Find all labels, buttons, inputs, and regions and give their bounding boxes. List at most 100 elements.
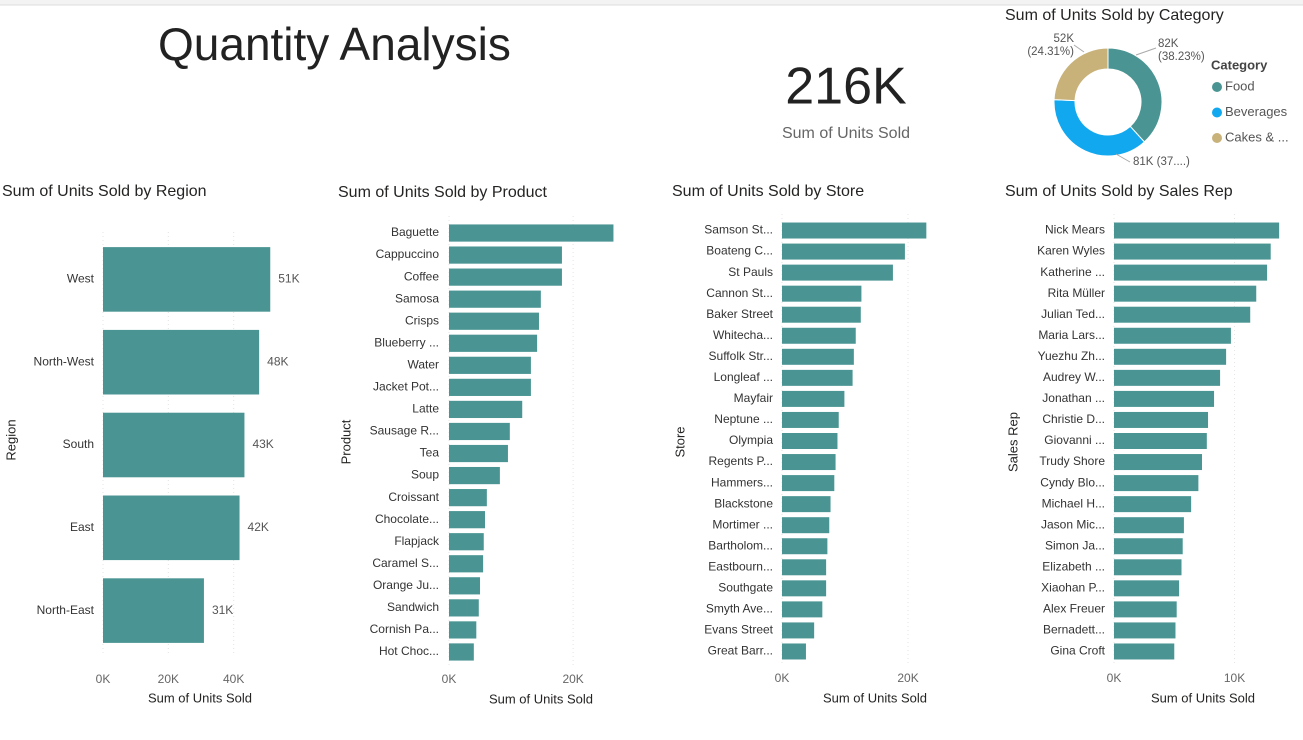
donut-slice — [1053, 99, 1146, 157]
bar — [1114, 601, 1177, 618]
leader-line — [1115, 153, 1131, 163]
page-title: Quantity Analysis — [158, 18, 511, 70]
bar — [449, 312, 539, 330]
x-tick-label: 20K — [897, 671, 918, 685]
bar — [449, 555, 484, 573]
y-tick-label: Longleaf ... — [714, 370, 773, 384]
bar — [1114, 306, 1251, 323]
y-tick-label: Soup — [411, 468, 439, 482]
bar — [782, 643, 806, 660]
y-tick-label: Sausage R... — [370, 424, 439, 438]
y-tick-label: Yuezhu Zh... — [1038, 349, 1105, 363]
y-tick-label: Evans Street — [704, 623, 773, 637]
y-tick-label: Croissant — [388, 490, 439, 504]
y-tick-label: North-West — [34, 354, 95, 368]
y-tick-label: Xiaohan P... — [1041, 581, 1105, 595]
chart-title: Sum of Units Sold by Category — [1005, 7, 1224, 24]
y-tick-label: Regents P... — [709, 454, 774, 468]
y-tick-label: Michael H... — [1042, 496, 1105, 510]
bar — [449, 444, 508, 463]
legend-label: Beverages — [1225, 104, 1288, 119]
bar — [1114, 285, 1257, 302]
bar — [449, 489, 487, 507]
chart-title: Sum of Units Sold by Region — [2, 183, 207, 200]
bar — [782, 580, 827, 597]
bar — [782, 433, 838, 449]
y-tick-label: Neptune ... — [714, 412, 773, 426]
y-tick-label: Cornish Pa... — [370, 622, 439, 636]
bar — [782, 306, 861, 323]
y-tick-label: Giovanni ... — [1044, 433, 1105, 447]
x-tick-label: 10K — [1224, 671, 1245, 685]
legend-title: Category — [1211, 57, 1268, 72]
y-tick-label: Samson St... — [704, 223, 773, 237]
bar — [782, 454, 836, 471]
y-tick-label: Samosa — [395, 291, 439, 305]
y-tick-label: Hammers... — [711, 475, 773, 489]
y-tick-label: Bartholom... — [708, 538, 773, 552]
chart-title: Sum of Units Sold by Sales Rep — [1005, 183, 1233, 200]
y-tick-label: Hot Choc... — [379, 644, 439, 658]
bar — [782, 222, 927, 239]
data-label: 82K (38.23%) — [1158, 38, 1205, 63]
data-label: 51K — [278, 272, 299, 286]
bar — [1114, 327, 1231, 344]
data-label: 52K (24.31%) — [1027, 33, 1074, 58]
bar — [782, 517, 830, 534]
x-tick-label: 0K — [1107, 671, 1122, 685]
kpi-label: Sum of Units Sold — [782, 125, 910, 142]
y-tick-label: Christie D... — [1042, 412, 1105, 426]
bar — [782, 369, 853, 386]
bar — [1114, 517, 1184, 534]
y-tick-label: Boateng C... — [706, 244, 773, 258]
bar — [1114, 411, 1209, 428]
y-tick-label: Eastbourn... — [708, 559, 773, 573]
bar — [782, 285, 862, 302]
bar — [782, 264, 893, 281]
bar — [1114, 538, 1183, 555]
bar — [103, 247, 271, 312]
y-tick-label: Audrey W... — [1043, 370, 1105, 384]
bar — [782, 411, 839, 428]
bar — [782, 601, 823, 618]
bar — [782, 348, 854, 365]
y-tick-label: Cappuccino — [376, 247, 440, 261]
bar — [449, 378, 531, 396]
y-tick-label: Jason Mic... — [1041, 517, 1105, 531]
bar — [449, 290, 541, 308]
chart-title: Sum of Units Sold by Store — [672, 183, 864, 200]
y-tick-label: East — [70, 520, 95, 534]
bar — [1114, 243, 1271, 260]
bar — [782, 622, 815, 639]
y-tick-label: Smyth Ave... — [706, 602, 773, 616]
bar — [1114, 559, 1182, 576]
data-label: 48K — [267, 354, 288, 368]
y-tick-label: Maria Lars... — [1038, 328, 1105, 342]
bar — [1114, 475, 1199, 492]
y-tick-label: Crisps — [405, 313, 439, 327]
bar — [449, 268, 562, 286]
kpi-value: 216K — [785, 58, 907, 116]
y-tick-label: South — [63, 437, 94, 451]
y-tick-label: Orange Ju... — [373, 578, 439, 592]
bar — [449, 533, 484, 551]
y-tick-label: Gina Croft — [1050, 644, 1105, 658]
bar — [103, 329, 260, 395]
legend-marker — [1212, 82, 1222, 92]
bar — [1114, 369, 1221, 386]
y-tick-label: Karen Wyles — [1037, 244, 1105, 258]
y-tick-label: St Pauls — [728, 265, 773, 279]
y-tick-label: Alex Freuer — [1043, 602, 1105, 616]
bar — [449, 224, 614, 242]
bar — [449, 400, 523, 419]
bar — [449, 577, 481, 595]
y-tick-label: Katherine ... — [1040, 265, 1105, 279]
bar — [1114, 264, 1268, 281]
y-tick-label: Baker Street — [706, 307, 773, 321]
leader-line — [1073, 44, 1085, 53]
y-tick-label: Simon Ja... — [1045, 538, 1105, 552]
donut-slice — [1053, 47, 1109, 102]
y-tick-label: Baguette — [391, 225, 439, 239]
